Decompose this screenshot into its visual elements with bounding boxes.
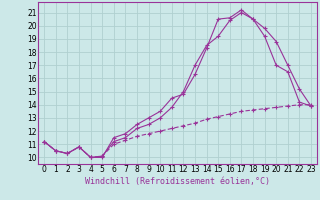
X-axis label: Windchill (Refroidissement éolien,°C): Windchill (Refroidissement éolien,°C) [85,177,270,186]
